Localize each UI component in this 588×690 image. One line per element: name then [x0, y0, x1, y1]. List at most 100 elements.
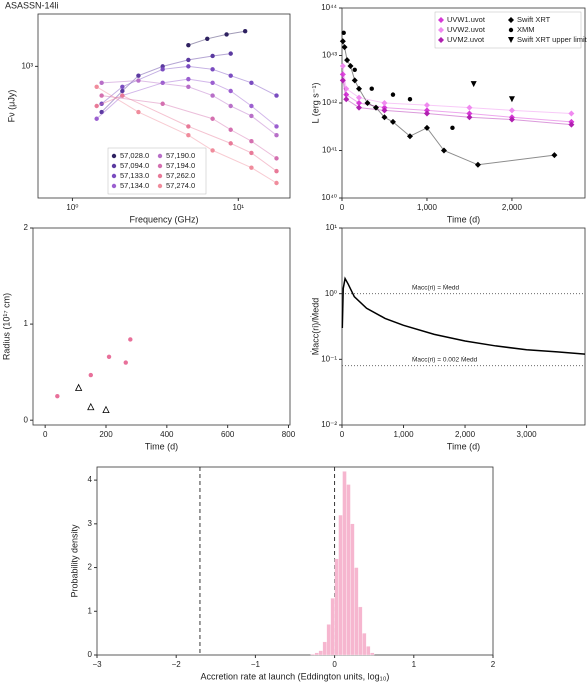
data-point [407, 97, 413, 102]
y-tick-label: 2 [88, 563, 93, 572]
data-point [128, 337, 133, 342]
y-tick-label: 10¹ [325, 223, 337, 232]
legend-marker [157, 173, 163, 179]
data-point [136, 73, 141, 78]
legend-marker [157, 163, 163, 169]
y-tick-label: 10⁴¹ [322, 146, 337, 155]
legend-marker [111, 153, 117, 159]
data-point [508, 107, 515, 114]
data-point [228, 141, 233, 146]
legend-marker [157, 183, 163, 189]
data-point [224, 32, 229, 37]
data-point [249, 103, 254, 109]
data-point [249, 150, 254, 156]
y-axis-label: Ṁacc(ri)/Ṁedd [310, 298, 320, 356]
data-point [508, 96, 515, 103]
x-tick-label: −1 [251, 660, 261, 669]
y-axis-label: Fν (μJy) [6, 90, 16, 123]
legend-label: 57,262.0 [166, 171, 195, 180]
data-point [186, 57, 191, 63]
legend-marker [508, 27, 514, 33]
y-tick-label: 4 [88, 475, 93, 484]
series-line [96, 78, 277, 127]
y-axis-label: L (erg s⁻¹) [310, 83, 320, 124]
data-point [136, 78, 141, 83]
data-point [470, 81, 477, 88]
data-point [344, 57, 351, 64]
data-point [228, 51, 233, 56]
data-point [249, 139, 254, 144]
series-line [342, 41, 555, 166]
data-point [94, 116, 99, 121]
y-tick-label: 10⁰ [325, 289, 337, 298]
legend-label: Swift XRT upper limit [517, 35, 588, 44]
x-tick-label: 0 [332, 660, 337, 669]
x-tick-label: 1,000 [417, 203, 438, 212]
legend-label: UVM2.uvot [447, 35, 485, 44]
x-axis-label: Time (d) [447, 441, 480, 451]
y-tick-label: 10⁴⁰ [321, 193, 337, 202]
data-point [274, 133, 279, 138]
data-point [423, 124, 430, 131]
data-point [94, 103, 99, 109]
data-point [186, 124, 191, 129]
data-point [99, 101, 104, 106]
data-point [341, 44, 348, 51]
legend-marker [438, 37, 444, 43]
data-point [120, 84, 125, 89]
data-point [568, 121, 575, 128]
data-point [55, 393, 60, 399]
series-line [101, 65, 277, 105]
data-point [372, 104, 379, 111]
y-tick-label: 10⁻² [321, 420, 337, 429]
y-tick-label: 0 [24, 415, 29, 424]
data-point [186, 42, 191, 48]
histogram-bar [314, 652, 319, 656]
data-point [339, 63, 346, 70]
data-point [210, 80, 215, 86]
legend-label: 57,274.0 [166, 181, 195, 190]
data-point [228, 103, 233, 109]
data-point [351, 77, 358, 84]
data-point [186, 64, 191, 69]
data-point [249, 80, 254, 86]
y-tick-label: 10⁻¹ [321, 354, 337, 363]
histogram-bar [358, 606, 363, 656]
data-point [343, 85, 350, 92]
data-point [343, 91, 350, 98]
x-tick-label: −3 [92, 660, 102, 669]
data-point [466, 114, 473, 121]
legend-label: 57,190.0 [166, 151, 195, 160]
data-point [210, 116, 215, 121]
data-point [466, 104, 473, 111]
y-tick-label: 10⁴⁴ [321, 3, 337, 12]
data-point [352, 67, 357, 72]
data-point [274, 124, 279, 129]
data-point [94, 84, 99, 89]
data-point [99, 93, 104, 98]
plot-frame [341, 227, 586, 426]
data-point [123, 360, 128, 365]
annotation: Ṁacc(ri) = Ṁedd [412, 282, 460, 291]
data-point [389, 118, 396, 125]
histogram-bar [330, 598, 335, 656]
data-point [339, 38, 346, 45]
legend-box [107, 147, 207, 195]
data-point [106, 354, 112, 359]
annotation: Ṁacc(ri) = 0.002 Ṁedd [412, 354, 478, 363]
series-line [188, 30, 246, 46]
legend-marker [508, 17, 514, 23]
x-tick-label: 2,000 [455, 430, 476, 439]
x-tick-label: 2 [491, 660, 496, 669]
plot-frame [37, 13, 291, 199]
x-tick-label: 1,000 [394, 430, 415, 439]
data-point [160, 80, 165, 86]
series-line [101, 95, 277, 159]
data-point [274, 168, 279, 174]
data-point [551, 152, 558, 159]
x-tick-label: 600 [221, 430, 235, 439]
x-tick-label: 0 [340, 430, 345, 439]
histogram-bar [318, 650, 323, 656]
data-point [102, 405, 110, 414]
